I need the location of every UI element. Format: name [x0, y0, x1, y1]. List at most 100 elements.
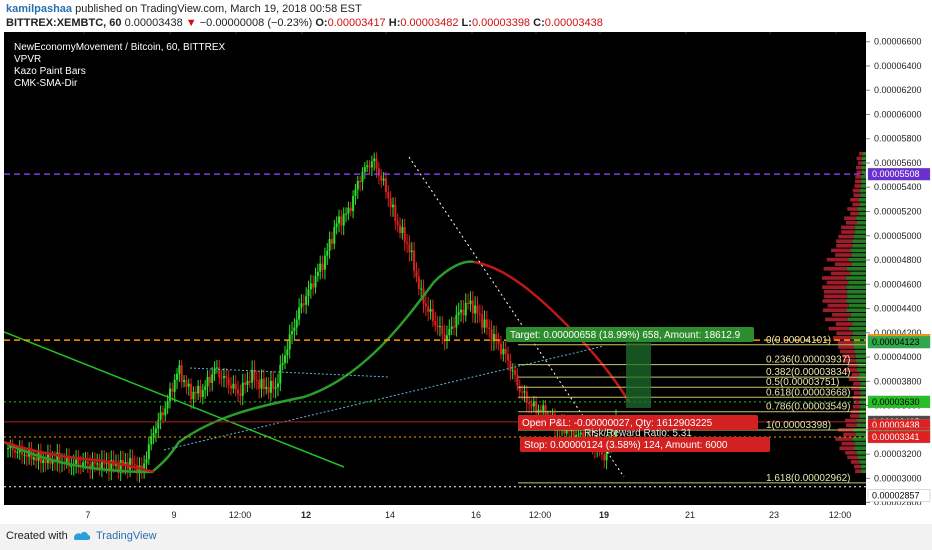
time-tick-label: 12:00: [529, 510, 552, 520]
candle-body: [368, 165, 371, 168]
candle-body: [98, 463, 101, 471]
position-target-zone: [626, 342, 651, 408]
volume-profile-bar: [850, 414, 859, 418]
candle-body: [206, 376, 209, 387]
candle-body: [248, 380, 251, 383]
candle-body: [542, 405, 545, 412]
candle-body: [326, 250, 329, 256]
volume-profile-bar: [861, 170, 866, 174]
candle-body: [251, 369, 254, 383]
volume-profile-bar: [851, 336, 866, 340]
chart-background: [4, 32, 866, 505]
legend-item-kazo[interactable]: Kazo Paint Bars: [14, 66, 86, 77]
volume-profile-bar: [835, 322, 853, 326]
candle-body: [187, 383, 190, 387]
legend-item-vpvr[interactable]: VPVR: [14, 54, 42, 65]
volume-profile-bar: [842, 359, 856, 363]
candle-body: [434, 321, 437, 326]
candle-body: [152, 433, 155, 437]
candle-body: [213, 368, 216, 375]
volume-profile-bar: [847, 290, 866, 294]
high-value: 0.00003482: [400, 17, 459, 29]
candle-body: [129, 458, 132, 470]
candle-body: [122, 460, 125, 465]
candle-body: [100, 459, 103, 471]
volume-profile-bar: [831, 248, 851, 253]
tradingview-brand-link[interactable]: TradingView: [96, 530, 157, 542]
candle-body: [478, 313, 481, 315]
candle-body: [75, 459, 78, 464]
candle-body: [197, 385, 200, 394]
candle-body: [194, 391, 197, 394]
candle-body: [93, 461, 96, 464]
candle-body: [183, 380, 186, 382]
author-link[interactable]: kamilpashaa: [6, 3, 73, 15]
volume-profile-bar: [857, 207, 866, 211]
candle-body: [370, 161, 373, 168]
time-axis[interactable]: 7 9 12:00 12 14 16 12:00 19 21 23 12:00: [4, 505, 866, 523]
candle-body: [347, 207, 350, 214]
target-annotation: Target: 0.00000658 (18.99%) 658, Amount:…: [510, 330, 741, 341]
candle-body: [70, 465, 73, 467]
candle-body: [429, 308, 432, 312]
volume-profile-bar: [838, 234, 854, 239]
volume-profile-bar: [823, 290, 848, 294]
fib-level-label: 0(0.00004101): [766, 335, 831, 346]
chart-plot-area[interactable]: 0(0.00004101) 0.236(0.00003937) 0.382(0.00…: [3, 32, 866, 505]
candle-body: [403, 226, 406, 243]
volume-profile-bar: [853, 464, 861, 469]
tradingview-logo-icon[interactable]: [72, 528, 92, 544]
candle-body: [457, 312, 460, 316]
price-tick-label: 0.00005800: [874, 134, 922, 144]
candle-body: [483, 319, 486, 328]
volume-profile-bar: [846, 423, 858, 427]
candle-body: [399, 225, 402, 234]
candle-body: [51, 459, 54, 464]
candle-body: [84, 461, 87, 463]
volume-profile-bar: [823, 267, 847, 271]
candle-body: [82, 462, 85, 468]
volume-profile-bar: [826, 257, 849, 262]
volume-profile-bar: [827, 303, 849, 308]
candle-body: [582, 432, 585, 441]
volume-profile-bar: [854, 179, 862, 184]
volume-profile-bar: [859, 460, 866, 464]
volume-profile-bar: [851, 386, 860, 391]
candle-body: [295, 319, 298, 328]
volume-profile-bar: [850, 211, 859, 216]
volume-profile-bar: [852, 331, 866, 335]
candle-body: [518, 385, 521, 392]
volume-profile-bar: [853, 193, 861, 197]
volume-profile-bar: [845, 451, 857, 455]
price-tick-label: 0.00006600: [874, 37, 922, 47]
volume-profile-bar: [861, 469, 866, 473]
candle-body: [293, 327, 296, 332]
price-axis[interactable]: 0.00006600 0.00006400 0.00006200 0.00006000…: [866, 32, 932, 508]
time-axis-svg: 7 9 12:00 12 14 16 12:00 19 21 23 12:00: [85, 510, 851, 520]
legend-item-sma[interactable]: CMK-SMA-Dir: [14, 78, 78, 89]
risk-reward-label: Risk/Reward Ratio: 5.31: [584, 428, 692, 439]
volume-profile-bar: [855, 432, 866, 437]
candle-body: [309, 283, 312, 290]
candle-body: [222, 375, 225, 378]
volume-profile-bar: [858, 198, 866, 202]
candle-body: [448, 329, 451, 336]
price-tick-label: 0.00005400: [874, 182, 922, 192]
price-tag-label: 0.00003438: [872, 420, 920, 430]
candle-body: [274, 387, 277, 389]
price-tick-label: 0.00003800: [874, 376, 922, 386]
volume-profile-bar: [822, 299, 847, 303]
candle-body: [328, 239, 331, 251]
candle-body: [382, 178, 385, 181]
candle-body: [255, 379, 258, 381]
candle-body: [514, 370, 517, 376]
volume-profile-bar: [854, 184, 861, 188]
volume-profile-bar: [860, 464, 866, 469]
volume-profile-bar: [850, 248, 866, 253]
volume-profile-bar: [830, 271, 851, 276]
candle-body: [136, 465, 139, 474]
volume-profile-bar: [833, 336, 852, 340]
candle-body: [330, 239, 333, 244]
candle-body: [107, 462, 110, 472]
price-tick-label: 0.00004800: [874, 255, 922, 265]
